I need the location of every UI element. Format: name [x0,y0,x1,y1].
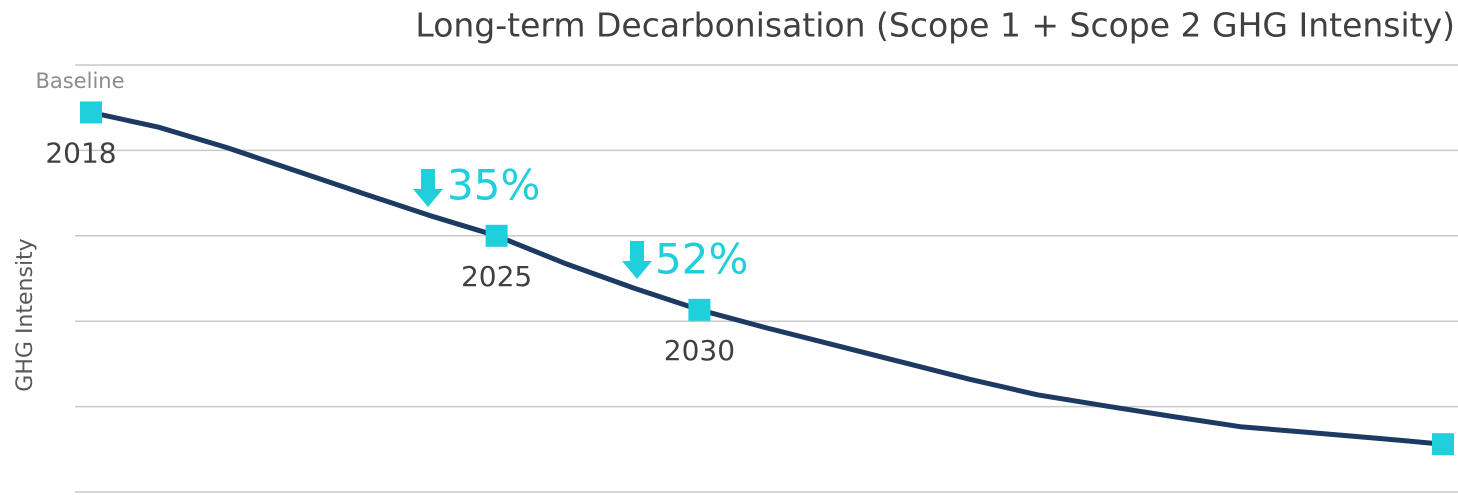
data-line [90,109,1444,447]
point-marker [688,298,711,321]
reduction-annotation: 35% [447,161,540,210]
point-marker [80,101,102,124]
arrow-shape [413,169,443,207]
down-arrow [413,169,443,207]
point-marker [485,224,508,247]
arrow-shape [622,241,652,279]
y-axis-label: GHG Intensity [13,238,38,391]
x-category-label: 2025 [461,260,532,293]
down-arrow [622,241,652,279]
chart-title: Long-term Decarbonisation (Scope 1 + Sco… [415,6,1455,45]
x-category-label: 2030 [664,334,735,367]
reduction-annotation: 52% [655,235,748,284]
x-category-label: 2018 [45,136,116,169]
baseline-label: Baseline [35,69,124,93]
point-marker [1432,433,1454,456]
